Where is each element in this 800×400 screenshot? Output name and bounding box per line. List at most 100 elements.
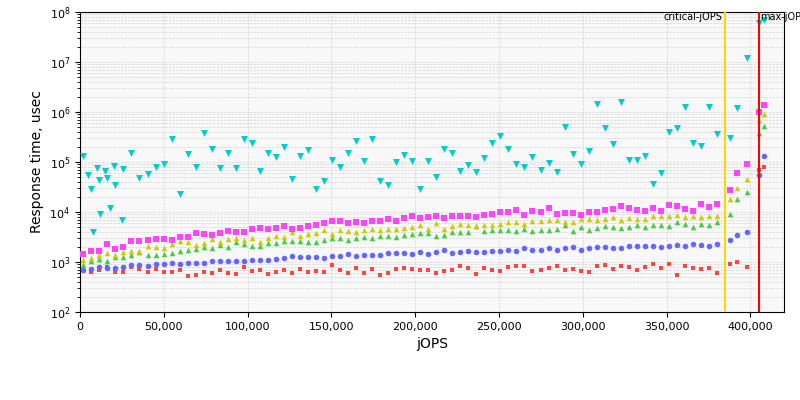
99-th percentile: [133, 238, 146, 244]
99-th percentile: [382, 216, 394, 222]
Point: [753, 20, 766, 26]
99-th percentile: [334, 218, 346, 224]
Point: [107, 162, 120, 169]
Point: [741, 189, 754, 195]
95-th percentile: [342, 228, 354, 234]
95-th percentile: [550, 217, 563, 224]
min: [125, 264, 138, 270]
median: [622, 243, 635, 250]
median: [310, 254, 322, 260]
Point: [730, 232, 743, 238]
95-th percentile: [486, 222, 498, 228]
90-th percentile: [470, 223, 482, 229]
max: [190, 164, 202, 170]
median: [670, 242, 683, 248]
95-th percentile: [294, 233, 306, 240]
median: [294, 254, 306, 261]
95-th percentile: [430, 220, 442, 226]
max: [542, 160, 555, 166]
max: [374, 178, 386, 184]
median: [286, 253, 298, 260]
99-th percentile: [77, 250, 90, 257]
99-th percentile: [518, 212, 531, 218]
95-th percentile: [206, 236, 218, 242]
max: [630, 157, 643, 164]
median: [109, 265, 122, 271]
min: [173, 267, 186, 273]
90-th percentile: [278, 238, 290, 244]
99-th percentile: [630, 207, 643, 214]
90-th percentile: [646, 222, 659, 228]
99-th percentile: [542, 205, 555, 211]
max: [494, 133, 507, 140]
95-th percentile: [117, 249, 130, 256]
99-th percentile: [526, 208, 539, 215]
Point: [741, 161, 754, 168]
median: [206, 258, 218, 265]
99-th percentile: [598, 207, 611, 213]
99-th percentile: [294, 225, 306, 232]
90-th percentile: [342, 237, 354, 243]
median: [574, 246, 587, 253]
90-th percentile: [85, 258, 98, 264]
min: [518, 263, 531, 270]
min: [670, 272, 683, 278]
95-th percentile: [638, 215, 651, 222]
90-th percentile: [93, 256, 106, 262]
Point: [741, 229, 754, 235]
median: [582, 244, 595, 251]
95-th percentile: [350, 229, 362, 235]
Point: [758, 16, 770, 23]
90-th percentile: [510, 228, 523, 234]
median: [558, 245, 571, 252]
min: [326, 262, 338, 268]
Point: [724, 196, 737, 202]
Point: [87, 229, 100, 235]
95-th percentile: [534, 218, 547, 225]
min: [566, 266, 579, 272]
90-th percentile: [662, 223, 675, 229]
90-th percentile: [478, 228, 490, 234]
99-th percentile: [438, 215, 450, 221]
95-th percentile: [582, 216, 595, 222]
max: [558, 124, 571, 130]
max: [430, 174, 442, 181]
90-th percentile: [550, 226, 563, 232]
95-th percentile: [318, 227, 330, 234]
max: [398, 152, 410, 158]
99-th percentile: [165, 236, 178, 243]
90-th percentile: [670, 218, 683, 225]
Point: [741, 264, 754, 270]
min: [582, 268, 595, 275]
90-th percentile: [678, 220, 691, 227]
median: [662, 242, 675, 249]
median: [710, 241, 723, 247]
median: [165, 260, 178, 266]
90-th percentile: [638, 224, 651, 230]
95-th percentile: [173, 238, 186, 244]
median: [486, 248, 498, 254]
min: [654, 265, 667, 272]
90-th percentile: [222, 244, 234, 250]
min: [390, 266, 402, 272]
max: [526, 154, 539, 160]
95-th percentile: [710, 213, 723, 219]
95-th percentile: [694, 214, 707, 220]
90-th percentile: [454, 229, 466, 235]
max: [342, 150, 354, 156]
median: [478, 249, 490, 256]
max: [149, 164, 162, 171]
max: [382, 182, 394, 188]
90-th percentile: [462, 228, 474, 235]
min: [342, 269, 354, 276]
median: [246, 257, 258, 263]
min: [606, 265, 619, 272]
Point: [724, 211, 737, 218]
95-th percentile: [654, 213, 667, 220]
95-th percentile: [422, 226, 434, 232]
90-th percentile: [574, 224, 587, 230]
95-th percentile: [125, 248, 138, 255]
99-th percentile: [222, 228, 234, 234]
max: [478, 155, 490, 161]
median: [494, 248, 507, 254]
